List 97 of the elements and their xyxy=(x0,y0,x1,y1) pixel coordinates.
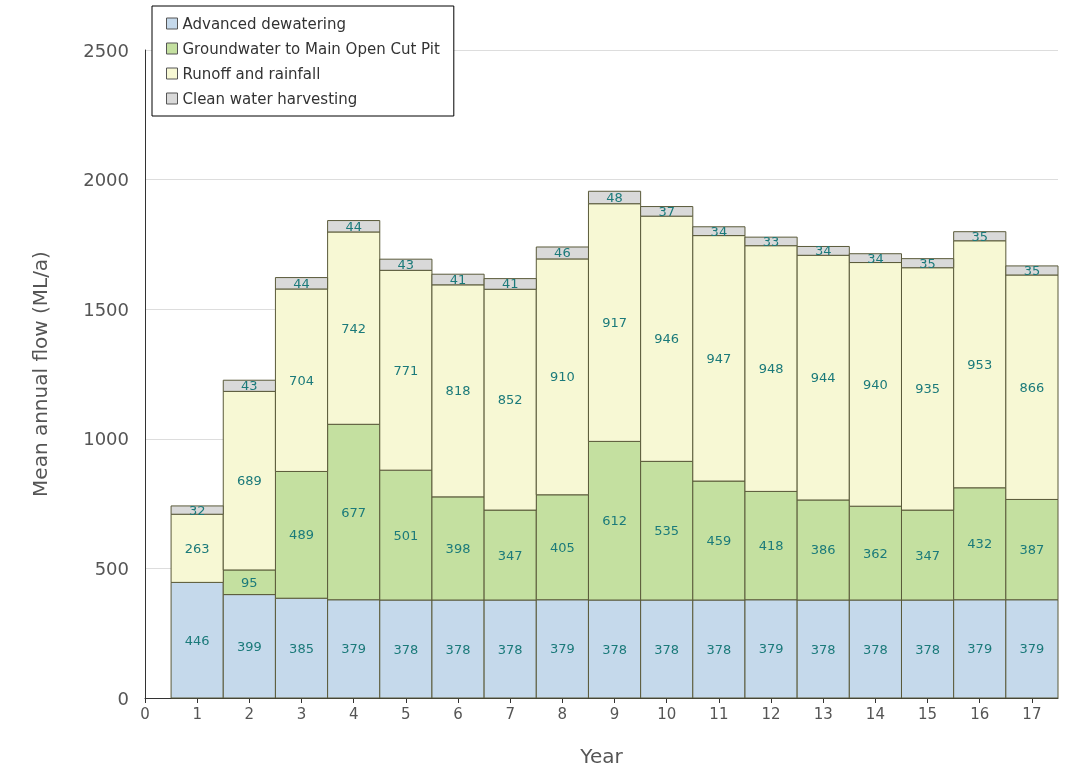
data-label: 378 xyxy=(915,641,940,657)
data-label: 940 xyxy=(862,376,888,392)
data-label: 910 xyxy=(549,369,575,385)
x-tick-label: 16 xyxy=(970,704,990,723)
x-tick-label: 13 xyxy=(813,704,833,723)
data-label: 489 xyxy=(289,527,314,543)
data-label: 742 xyxy=(341,320,367,336)
x-tick-label: 8 xyxy=(557,704,568,723)
data-label: 43 xyxy=(397,257,415,273)
data-label: 535 xyxy=(654,523,680,539)
legend-label: Clean water harvesting xyxy=(182,89,358,108)
data-label: 418 xyxy=(758,538,784,554)
data-label: 689 xyxy=(236,473,262,489)
data-label: 379 xyxy=(549,641,575,657)
y-tick-label: 1000 xyxy=(83,428,129,450)
data-label: 44 xyxy=(293,275,310,291)
data-label: 378 xyxy=(602,641,627,657)
data-label: 948 xyxy=(758,361,784,377)
x-tick-label: 17 xyxy=(1022,704,1042,723)
data-label: 677 xyxy=(341,504,367,520)
legend-label: Groundwater to Main Open Cut Pit xyxy=(182,39,440,58)
x-tick-label: 14 xyxy=(865,704,885,723)
data-label: 386 xyxy=(810,542,836,558)
data-label: 399 xyxy=(236,638,262,654)
data-label: 37 xyxy=(658,203,675,219)
x-tick-label: 15 xyxy=(918,704,938,723)
data-label: 459 xyxy=(706,533,732,549)
data-label: 378 xyxy=(810,641,836,657)
legend-label: Advanced dewatering xyxy=(182,14,347,33)
data-label: 612 xyxy=(602,513,627,529)
x-tick-label: 5 xyxy=(401,704,411,723)
data-label: 379 xyxy=(967,641,993,657)
data-label: 946 xyxy=(654,331,680,347)
data-label: 852 xyxy=(497,392,523,408)
data-label: 378 xyxy=(654,641,680,657)
data-label: 866 xyxy=(1019,379,1045,395)
y-tick-label: 0 xyxy=(117,687,129,709)
data-label: 379 xyxy=(758,641,784,657)
data-label: 347 xyxy=(497,547,523,563)
y-tick-label: 500 xyxy=(94,557,129,579)
data-label: 34 xyxy=(710,223,728,239)
data-label: 35 xyxy=(1023,262,1041,278)
x-tick-label: 12 xyxy=(761,704,781,723)
x-tick-label: 11 xyxy=(709,704,729,723)
data-label: 378 xyxy=(497,641,523,657)
data-label: 405 xyxy=(549,539,575,555)
data-label: 41 xyxy=(449,272,467,288)
data-label: 41 xyxy=(501,276,519,292)
data-label: 95 xyxy=(241,574,258,590)
x-axis-title: Year xyxy=(579,744,624,768)
y-tick-label: 2500 xyxy=(83,39,129,61)
data-label: 35 xyxy=(919,255,936,271)
data-label: 704 xyxy=(289,372,314,388)
data-label: 33 xyxy=(762,233,780,249)
data-label: 378 xyxy=(706,641,732,657)
x-tick-label: 6 xyxy=(453,704,463,723)
data-label: 35 xyxy=(971,228,989,244)
data-label: 43 xyxy=(241,378,258,394)
data-label: 385 xyxy=(289,640,314,656)
data-label: 379 xyxy=(1019,641,1045,657)
x-tick-label: 9 xyxy=(609,704,620,723)
data-label: 378 xyxy=(393,641,419,657)
x-tick-label: 10 xyxy=(657,704,677,723)
data-label: 935 xyxy=(915,381,940,397)
x-tick-label: 4 xyxy=(348,704,359,723)
data-label: 378 xyxy=(445,641,471,657)
data-label: 32 xyxy=(188,502,206,518)
data-label: 34 xyxy=(867,250,884,266)
data-label: 944 xyxy=(810,370,836,386)
x-tick-label: 0 xyxy=(140,704,150,723)
data-label: 501 xyxy=(393,527,419,543)
data-label: 378 xyxy=(862,641,888,657)
data-label: 953 xyxy=(967,356,993,372)
data-label: 387 xyxy=(1019,542,1045,558)
data-label: 263 xyxy=(184,540,210,556)
data-label: 917 xyxy=(602,315,627,331)
data-label: 46 xyxy=(554,245,571,261)
data-label: 446 xyxy=(184,632,210,648)
x-tick-label: 7 xyxy=(505,704,515,723)
data-label: 48 xyxy=(606,189,623,205)
data-label: 347 xyxy=(915,547,940,563)
data-label: 34 xyxy=(814,243,832,259)
y-axis-title: Mean annual flow (ML/a) xyxy=(28,251,52,497)
data-label: 362 xyxy=(862,545,888,561)
data-label: 771 xyxy=(393,362,419,378)
y-tick-label: 2000 xyxy=(83,169,129,191)
y-tick-label: 1500 xyxy=(83,298,129,320)
x-tick-label: 2 xyxy=(244,704,255,723)
data-label: 818 xyxy=(445,383,471,399)
legend-label: Runoff and rainfall xyxy=(182,64,321,83)
data-label: 379 xyxy=(341,641,367,657)
x-tick-label: 3 xyxy=(296,704,307,723)
data-label: 398 xyxy=(445,540,471,556)
data-label: 44 xyxy=(345,218,362,234)
data-label: 432 xyxy=(967,536,993,552)
data-label: 947 xyxy=(706,350,732,366)
x-tick-label: 1 xyxy=(192,704,202,723)
